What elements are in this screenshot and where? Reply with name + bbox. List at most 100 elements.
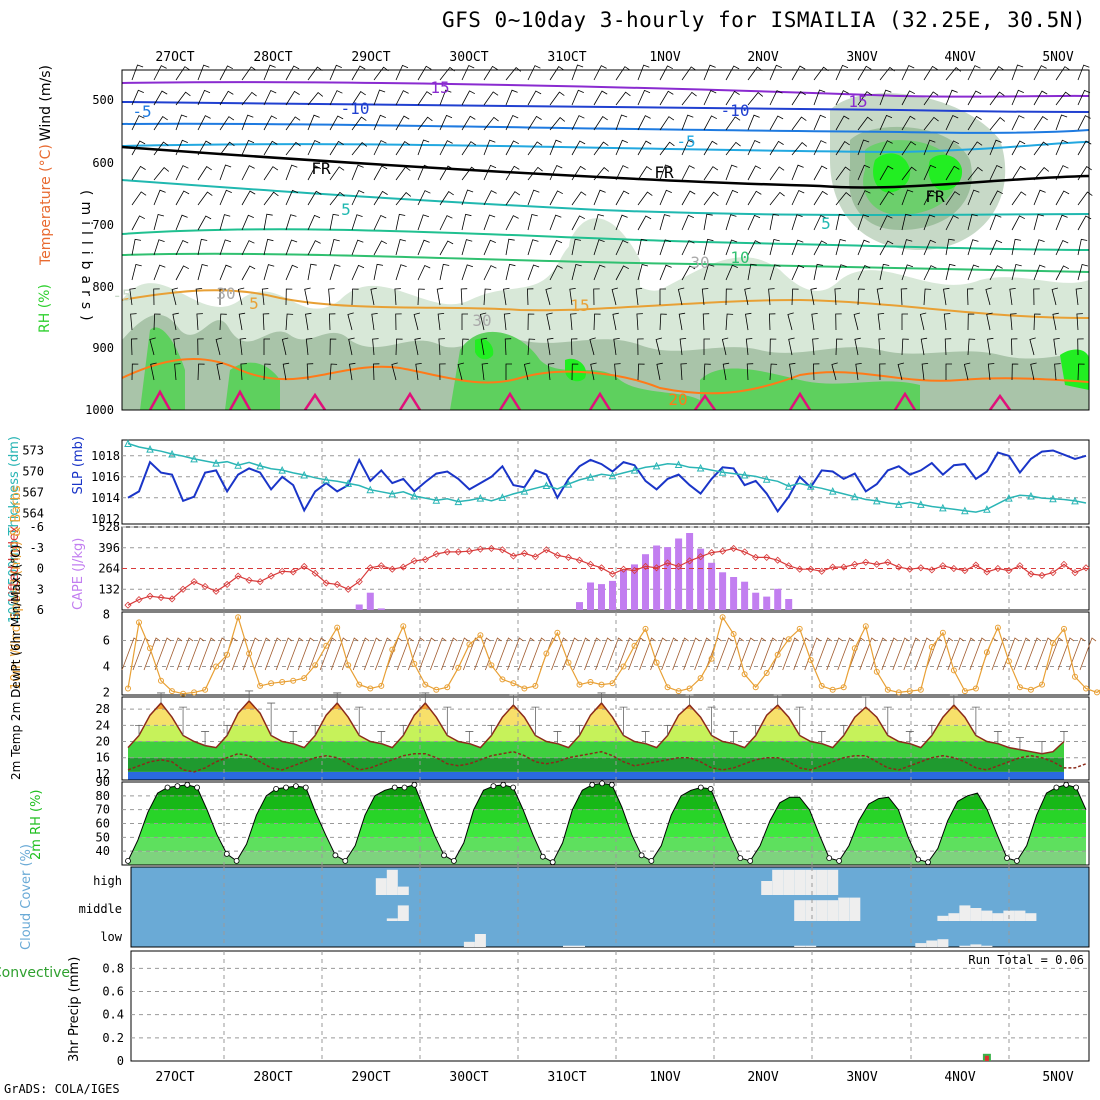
temp-whisker	[949, 694, 958, 706]
wind-barb	[461, 64, 475, 81]
wind-barb	[879, 89, 892, 106]
tick-label: 0.4	[102, 1008, 124, 1022]
wind-barb	[901, 239, 913, 256]
wind-barb	[131, 140, 146, 156]
thickness-marker	[1005, 493, 1013, 502]
thickness-marker	[168, 449, 176, 458]
cloud-bar	[970, 908, 982, 921]
wind-barb	[237, 287, 245, 306]
tick-label: 132	[98, 582, 120, 596]
wind-barb	[329, 140, 344, 156]
wind-barb	[483, 288, 492, 306]
wind-barb	[351, 91, 366, 106]
wind-barb	[417, 164, 430, 181]
wind-barb	[791, 65, 806, 81]
cape-bar	[620, 569, 627, 610]
wind-barb	[1011, 165, 1026, 181]
li-marker	[201, 582, 209, 591]
wind-barb	[923, 164, 937, 181]
wind-barb	[901, 141, 917, 156]
wind-barb	[901, 90, 915, 106]
surface-barb	[815, 637, 832, 671]
li-marker	[322, 579, 330, 587]
rh-band	[128, 837, 1086, 852]
wind-barb	[611, 287, 619, 306]
surface-barb	[385, 637, 403, 671]
wind-barb	[945, 165, 960, 181]
cape-bars	[355, 533, 793, 610]
wind-barb	[328, 313, 336, 331]
temp-whisker	[575, 724, 584, 736]
surface-barb	[595, 637, 612, 671]
wind-barb	[263, 166, 279, 181]
wind-barb	[791, 91, 806, 106]
wind-marker	[521, 685, 528, 692]
tick-label: 24	[96, 718, 110, 732]
cloud-bar	[386, 869, 398, 895]
li-marker	[1082, 564, 1090, 572]
wind-barb	[347, 312, 354, 331]
wind-barb	[175, 91, 191, 106]
wind-barb	[549, 139, 562, 156]
li-marker	[344, 585, 352, 593]
rh-marker	[697, 784, 704, 791]
wind-barb	[505, 363, 512, 380]
bottom-date-label: 2NOV	[747, 1070, 778, 1085]
wind-barb	[747, 214, 761, 231]
wind-barb	[219, 65, 233, 81]
li-marker	[928, 566, 936, 574]
wind-barb	[505, 238, 515, 256]
wind-barb	[681, 165, 695, 181]
wind-barb	[481, 363, 489, 381]
li-marker	[542, 546, 551, 554]
wind-barb	[305, 312, 312, 331]
wind-barb	[857, 65, 872, 81]
li-marker	[730, 544, 738, 553]
wind-barb	[351, 65, 366, 81]
surface-barb	[760, 637, 777, 671]
contour-label: 30	[216, 284, 235, 303]
wind-marker	[532, 682, 539, 689]
wind-barb	[329, 191, 345, 206]
wind-barb	[263, 264, 275, 281]
wind-barb	[131, 115, 145, 131]
li-marker	[267, 572, 275, 580]
wind-barb	[681, 265, 696, 281]
wind-barb	[1053, 338, 1060, 356]
wind-barb	[439, 114, 453, 131]
wind-barb	[219, 288, 226, 305]
surface-barb	[969, 637, 987, 671]
tick-label: 20	[96, 735, 110, 749]
li-marker	[421, 555, 429, 564]
wind-barb	[172, 312, 179, 331]
wind-barb	[985, 287, 992, 306]
wind-barb	[571, 165, 586, 181]
wind-barb	[480, 337, 488, 356]
wind-barb	[615, 239, 629, 256]
thickness-marker	[1027, 491, 1035, 500]
wind-barb	[526, 288, 534, 306]
wind-barb	[395, 166, 411, 181]
wind-barb	[285, 239, 298, 256]
wind-barb	[285, 90, 300, 106]
wind-barb	[329, 264, 341, 281]
wind-barb	[703, 363, 711, 381]
wind-barb	[197, 264, 209, 281]
wind-barb	[307, 165, 321, 181]
chart-title: GFS 0~10day 3-hourly for ISMAILIA (32.25…	[441, 8, 1086, 32]
wind-barb	[722, 362, 730, 381]
wind-barb	[879, 165, 894, 181]
wind-barb	[329, 363, 338, 381]
li-marker	[366, 564, 374, 572]
wind-barb	[1011, 238, 1022, 256]
wind-barb	[505, 140, 519, 156]
li-marker	[586, 560, 595, 568]
wind-barb	[593, 239, 605, 256]
wind-barb	[241, 114, 254, 131]
wind-barb	[1009, 288, 1016, 306]
wind-barb	[175, 265, 189, 281]
wind-barb	[219, 239, 232, 256]
wind-barb	[1033, 116, 1048, 131]
surface-barb	[297, 637, 315, 671]
